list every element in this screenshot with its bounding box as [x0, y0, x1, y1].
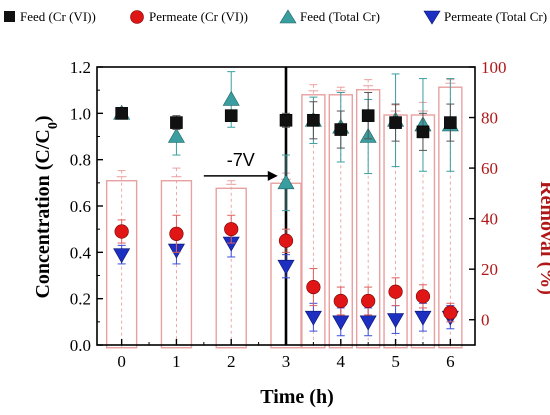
legend-marker-triangle-up: [280, 10, 296, 23]
data-point-triangle-down: [114, 249, 130, 263]
y-tick-label: 0.4: [70, 243, 92, 262]
data-point-square: [444, 117, 456, 129]
y2-tick-label: 20: [481, 260, 498, 279]
annotation: -7V: [204, 150, 278, 181]
legend-marker-square: [4, 11, 15, 22]
data-point-square: [225, 110, 237, 122]
data-point-square: [335, 124, 347, 136]
data-point-circle: [170, 227, 184, 241]
legend-item-permeate-cr6: Permeate (Cr (VI)): [131, 9, 248, 24]
legend-label-feed-total: Feed (Total Cr): [300, 9, 380, 24]
data-point-square: [280, 114, 292, 126]
annotation-label: -7V: [227, 150, 255, 170]
x-tick-label: 4: [337, 352, 346, 371]
y-axis-title-sub: 0: [46, 122, 61, 129]
data-point-square: [170, 117, 182, 129]
data-point-triangle-down: [278, 260, 294, 274]
data-point-circle: [307, 280, 321, 294]
y-axis-title-main: Concentration (C/C: [32, 129, 54, 298]
legend-label-permeate-total: Permeate (Total Cr): [444, 9, 547, 24]
legend-label-permeate-cr6: Permeate (Cr (VI)): [149, 9, 248, 24]
data-point-circle: [444, 306, 458, 320]
data-point-circle: [361, 294, 375, 308]
y-tick-label: 0.8: [70, 151, 91, 170]
data-point-square: [417, 126, 429, 138]
data-point-triangle-down: [305, 311, 321, 325]
legend-marker-circle: [131, 11, 144, 24]
legend-marker-triangle-down: [424, 11, 440, 24]
x-tick-label: 3: [282, 352, 291, 371]
legend-item-feed-cr6: Feed (Cr (VI)): [4, 9, 96, 24]
x-tick-label: 1: [172, 352, 181, 371]
data-point-triangle-up: [223, 91, 239, 105]
data-point-triangle-up: [278, 175, 294, 189]
y-axis-title: Concentration (C/C0): [32, 115, 61, 298]
y2-tick-label: 80: [481, 109, 498, 128]
x-tick-label: 0: [117, 352, 126, 371]
y2-tick-label: 60: [481, 159, 498, 178]
y-tick-label: 0.6: [70, 197, 91, 216]
data-point-circle: [334, 294, 348, 308]
y-tick-label: 1.0: [70, 104, 91, 123]
legend: Feed (Cr (VI)) Permeate (Cr (VI)) Feed (…: [4, 9, 547, 24]
x-axis-title: Time (h): [260, 386, 334, 408]
y-axis-title-close: ): [32, 115, 54, 122]
data-point-triangle-up: [168, 129, 184, 143]
legend-label-feed-cr6: Feed (Cr (VI)): [20, 9, 96, 24]
x-tick-label: 6: [446, 352, 455, 371]
annotation-arrowhead: [268, 171, 278, 181]
y2-tick-label: 40: [481, 210, 498, 229]
data-point-square: [307, 114, 319, 126]
y2-axis-title: Removal (%): [536, 181, 550, 295]
data-point-circle: [224, 222, 238, 236]
legend-item-permeate-total: Permeate (Total Cr): [424, 9, 547, 24]
data-point-triangle-down: [388, 314, 404, 328]
plot-area: 0.0 0.2 0.4 0.6 0.8 1.0 1.2 0 20 40 60 80 100 0 1 2 3 4 5 6: [70, 58, 507, 371]
x-tick-label: 2: [227, 352, 236, 371]
data-point-circle: [115, 225, 129, 239]
data-point-triangle-down: [333, 316, 349, 330]
data-point-square: [362, 110, 374, 122]
y2-tick-label: 100: [481, 58, 507, 77]
y-tick-label: 1.2: [70, 58, 91, 77]
x-tick-label: 5: [391, 352, 400, 371]
data-point-circle: [279, 234, 293, 248]
data-point-circle: [389, 285, 403, 299]
y-tick-label: 0.0: [70, 336, 91, 355]
data-point-triangle-down: [415, 311, 431, 325]
legend-item-feed-total: Feed (Total Cr): [280, 9, 380, 24]
y-tick-label: 0.2: [70, 290, 91, 309]
data-point-triangle-down: [360, 316, 376, 330]
y2-tick-label: 0: [481, 311, 490, 330]
data-point-circle: [416, 290, 430, 304]
data-point-square: [116, 107, 128, 119]
data-point-square: [390, 117, 402, 129]
